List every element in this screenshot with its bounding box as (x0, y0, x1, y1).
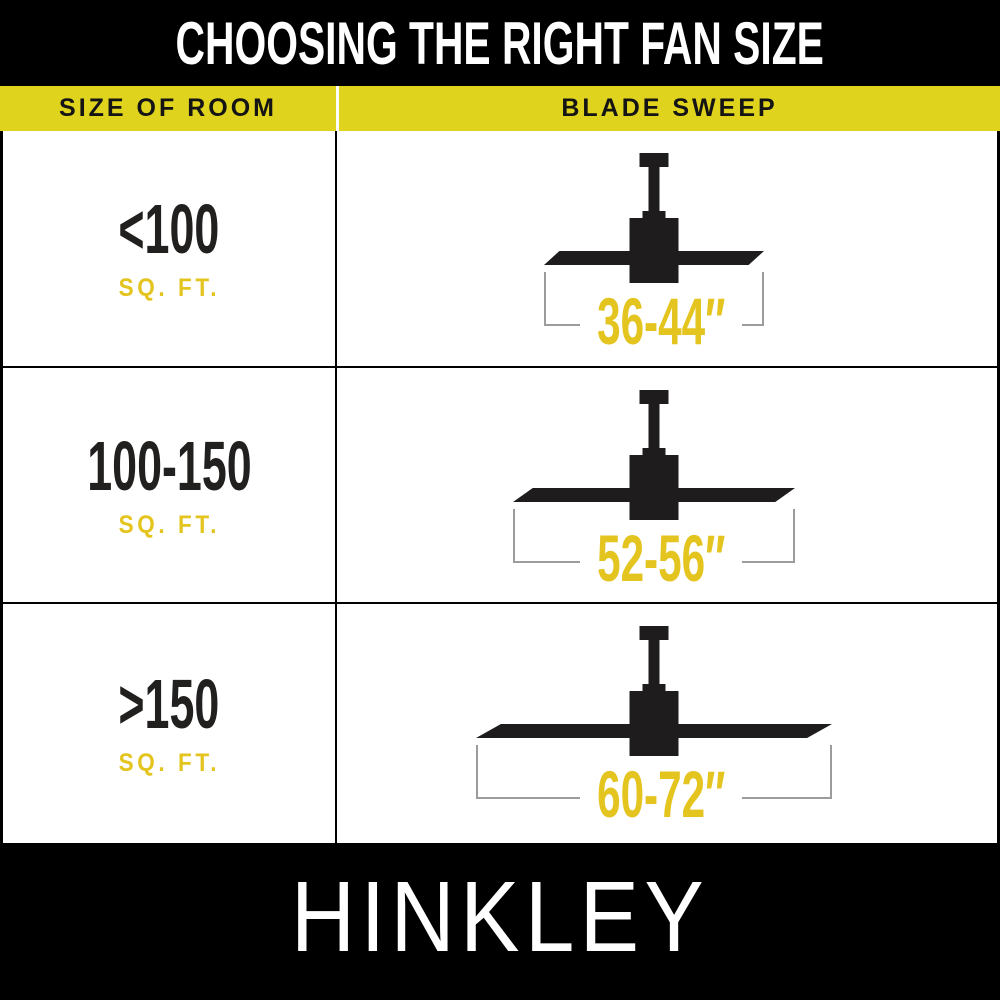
room-size-cell: <100 SQ. FT. (3, 131, 337, 366)
fan-blades (513, 488, 795, 502)
fan-collar (642, 448, 666, 456)
table-header-row: SIZE OF ROOM BLADE SWEEP (0, 86, 1000, 131)
fan-downrod (648, 639, 660, 686)
blade-sweep-value: 60-72″ (580, 761, 742, 827)
blade-sweep-value: 36-44″ (580, 288, 742, 354)
page-title: CHOOSING THE RIGHT FAN SIZE (175, 9, 825, 77)
room-size-value: <100 (118, 190, 220, 268)
room-size-cell: >150 SQ. FT. (3, 604, 337, 843)
fan-motor (629, 691, 679, 756)
room-size-value: 100-150 (86, 426, 252, 505)
blade-sweep-value: 52-56″ (580, 525, 742, 591)
fan-downrod (648, 403, 660, 450)
blade-sweep-cell: 36-44″ (337, 131, 997, 366)
table-row: 100-150 SQ. FT. 52-56″ (3, 368, 997, 604)
column-divider (336, 86, 339, 131)
column-header-size-of-room: SIZE OF ROOM (0, 86, 336, 131)
blade-sweep-cell: 52-56″ (337, 368, 997, 602)
fan-downrod (648, 166, 660, 213)
fan-collar (642, 211, 666, 219)
fan-mount (639, 626, 669, 640)
fan-blades (544, 251, 764, 265)
footer-bar: HINKLEY (0, 843, 1000, 1000)
brand-logo: HINKLEY (290, 861, 710, 973)
fan-mount (639, 153, 669, 167)
column-header-label: SIZE OF ROOM (59, 94, 277, 122)
room-size-value: >150 (118, 665, 220, 743)
header-bar: CHOOSING THE RIGHT FAN SIZE (0, 0, 1000, 86)
fan-mount (639, 390, 669, 404)
table-row: >150 SQ. FT. 60-72″ (3, 604, 997, 843)
fan-motor (629, 455, 679, 520)
room-size-unit: SQ. FT. (118, 274, 220, 302)
room-size-unit: SQ. FT. (118, 749, 220, 777)
column-header-label: BLADE SWEEP (561, 94, 778, 122)
room-size-unit: SQ. FT. (118, 510, 220, 539)
fan-size-table: <100 SQ. FT. 36-44″ 100-150 (0, 131, 1000, 843)
blade-sweep-cell: 60-72″ (337, 604, 997, 843)
fan-collar (642, 684, 666, 692)
column-header-blade-sweep: BLADE SWEEP (339, 86, 1000, 131)
room-size-cell: 100-150 SQ. FT. (3, 368, 337, 602)
table-row: <100 SQ. FT. 36-44″ (3, 131, 997, 368)
fan-blades (476, 724, 832, 738)
fan-motor (629, 218, 679, 283)
